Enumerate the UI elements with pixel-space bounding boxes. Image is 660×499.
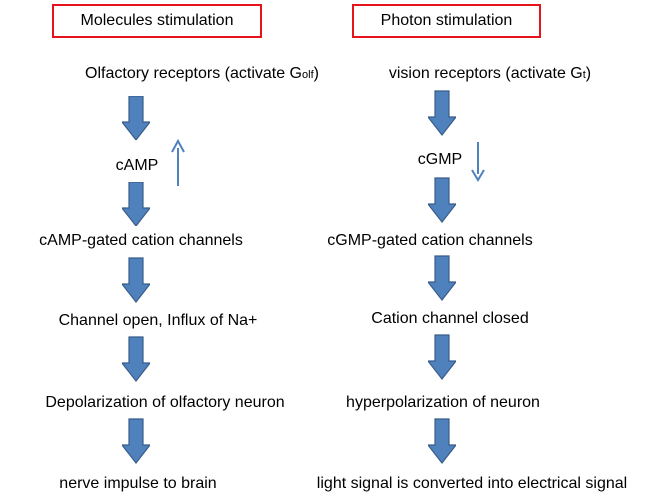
left-flow-arrow-4: [122, 336, 150, 382]
right-flow-arrow-2: [428, 177, 456, 223]
right-step-2: cGMP: [417, 151, 463, 168]
right-step-5: hyperpolarization of neuron: [346, 394, 540, 411]
right-step-3: cGMP-gated cation channels: [327, 232, 533, 249]
right-flow-arrow-1: [428, 90, 456, 136]
up-arrow-icon: [171, 138, 185, 186]
left-step-3: cAMP-gated cation channels: [39, 232, 243, 249]
left-step-1: Olfactory receptors (activate Golf): [85, 65, 319, 82]
left-step-6: nerve impulse to brain: [59, 475, 217, 492]
right-step-4: Cation channel closed: [371, 310, 529, 327]
left-step-4: Channel open, Influx of Na+: [58, 312, 258, 329]
right-header-label: Photon stimulation: [380, 12, 513, 29]
right-step-6: light signal is converted into electrica…: [316, 475, 628, 492]
left-header: Molecules stimulation: [52, 4, 262, 38]
left-flow-arrow-5: [122, 418, 150, 464]
right-flow-arrow-5: [428, 418, 456, 464]
down-arrow-icon: [471, 142, 485, 182]
left-step-2: cAMP: [115, 157, 159, 174]
left-header-label: Molecules stimulation: [80, 12, 234, 29]
right-flow-arrow-3: [428, 255, 456, 301]
left-step-5: Depolarization of olfactory neuron: [45, 394, 285, 411]
left-flow-arrow-2: [122, 182, 150, 226]
right-flow-arrow-4: [428, 334, 456, 380]
left-flow-arrow-3: [122, 257, 150, 303]
left-flow-arrow-1: [122, 96, 150, 140]
right-step-1: vision receptors (activate Gt): [388, 65, 592, 82]
right-header: Photon stimulation: [352, 4, 541, 38]
